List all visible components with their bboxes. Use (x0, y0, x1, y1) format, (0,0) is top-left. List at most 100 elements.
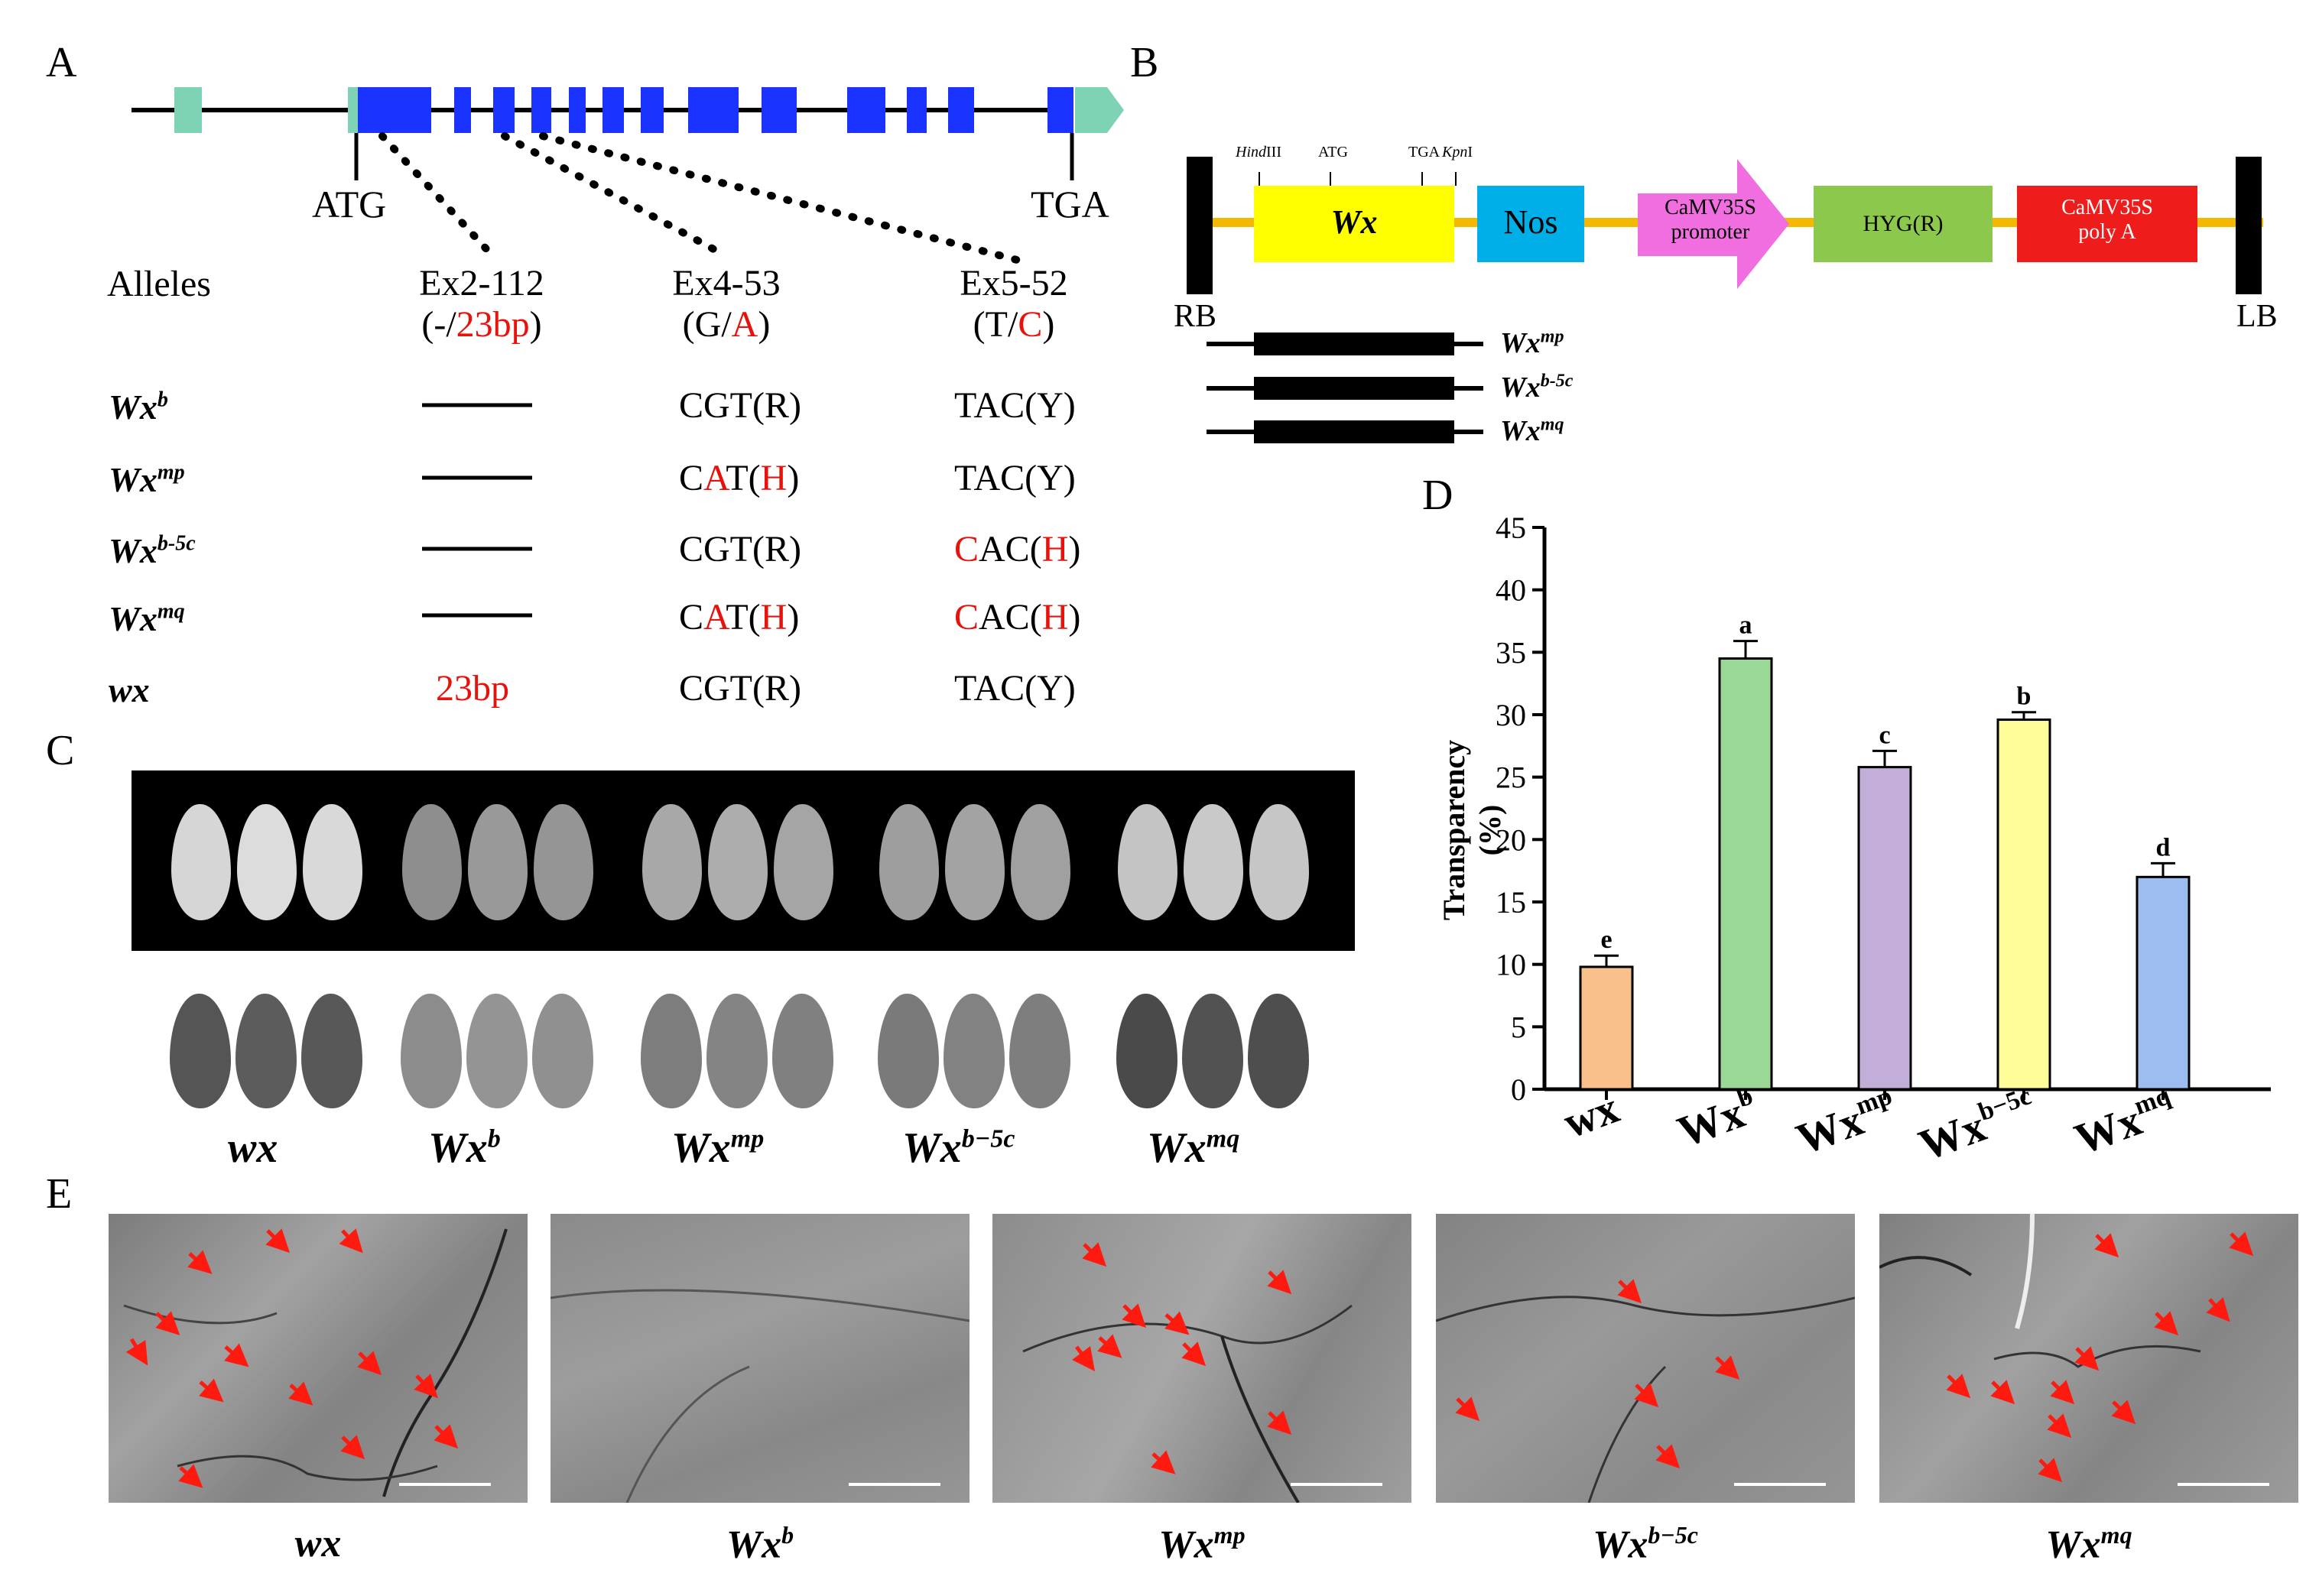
arrow-wxmq-5 (2074, 1346, 2100, 1371)
panel-e-label-wxb-sup: b (781, 1521, 794, 1549)
site-ex5-name: Ex5-52 (960, 263, 1068, 303)
panel-c-label-wxb-base: Wx (428, 1124, 488, 1172)
panel-c-label-wxb: Wxb (428, 1124, 501, 1173)
allele-wxmp-base: Wx (109, 460, 158, 499)
y-tick-label-30: 30 (1496, 698, 1526, 732)
panel-c-label-wx: wx (228, 1124, 278, 1173)
wxb-ex4: CGT(R) (679, 385, 801, 426)
promoter-line2: promoter (1671, 220, 1750, 244)
sem-image-wx (109, 1214, 528, 1503)
wxmp-ex5: TAC(Y) (954, 458, 1076, 498)
site-ex5-alt-value: C (1018, 304, 1043, 345)
panel-e-label-wxmq: Wxmq (1879, 1521, 2298, 1567)
panel-c-label-wxb-sup: b (487, 1124, 501, 1153)
arrow-wxb5c-2 (1715, 1355, 1740, 1380)
exon-12 (948, 87, 974, 133)
exon-11 (907, 87, 927, 133)
wxmp-ex4-b: A (703, 458, 726, 498)
bar-3 (1996, 719, 2051, 1091)
allele-wxmq: Wxmq (109, 598, 185, 639)
arrow-wx-5 (125, 1338, 148, 1366)
polya-box (2017, 186, 2197, 262)
allele-wx: wx (109, 670, 150, 710)
arrow-wxb5c-4 (1455, 1396, 1480, 1422)
panel-label-d: D (1422, 472, 1453, 519)
hyg-box (1814, 186, 1993, 262)
allele-wxmq-sup: mq (157, 599, 185, 624)
wxmq-ex5: CAC(H) (954, 596, 1080, 638)
panel-c-label-wxmq: Wxmq (1147, 1124, 1239, 1173)
polya-line1: CaMV35S (2061, 196, 2153, 219)
site-ex2-header: Ex2-112 (-/23bp) (398, 263, 566, 345)
arrow-wxmp-8 (1267, 1410, 1292, 1435)
allele-wxb-base: Wx (109, 388, 158, 427)
panel-e-label-wxmp-sup: mp (1213, 1521, 1246, 1549)
arrow-wx-13 (178, 1464, 203, 1488)
vector-construct-diagram (1187, 157, 2263, 443)
site-ex2-alt: (-/23bp) (398, 304, 566, 345)
arrow-wxmq-1 (2094, 1233, 2119, 1258)
y-tick-label-10: 10 (1496, 948, 1526, 982)
panel-e-label-wxb5c: Wxb−5c (1436, 1521, 1855, 1567)
site-hindiii-rest: III (1266, 144, 1281, 161)
panel-e-label-wx-base: wx (294, 1522, 342, 1565)
wxb5c-ex5: CAC(H) (954, 528, 1080, 570)
construct-mp-sup: mp (1540, 326, 1564, 347)
grain-lower-wxmp-1 (641, 994, 702, 1108)
y-tick-label-20: 20 (1496, 822, 1526, 857)
grain-wxmp-1 (642, 804, 702, 920)
grain-lower-wx-2 (235, 994, 297, 1108)
arrow-wxmp-1 (1082, 1242, 1107, 1267)
construct-b5c-box (1254, 377, 1454, 400)
arrow-wx-4 (155, 1311, 180, 1335)
utr-5-box (174, 87, 202, 133)
allele-wxb-sup: b (157, 388, 168, 412)
sem-wxb-texture (551, 1289, 969, 1503)
grain-lower-wx-1 (170, 994, 231, 1108)
arrow-wxmq-3 (2154, 1311, 2179, 1336)
wx-ex5: TAC(Y) (954, 668, 1076, 709)
panel-c-label-wxb5c: Wxb−5c (902, 1124, 1015, 1173)
significance-2: c (1879, 721, 1890, 749)
grain-lower-wxb-2 (466, 994, 528, 1108)
wxmq-ex5-d: ) (1068, 597, 1081, 637)
construct-mp-base: Wx (1500, 327, 1541, 359)
grain-lower-wxmq-2 (1182, 994, 1243, 1108)
sem-image-wxb5c (1436, 1214, 1855, 1503)
tga-label: TGA (1031, 183, 1109, 225)
wxb-ex5: TAC(Y) (954, 385, 1076, 426)
wxmp-ex4-e: ) (787, 458, 800, 498)
promoter-arrow (1638, 159, 1789, 289)
exon-4 (531, 87, 551, 133)
allele-wxmp: Wxmp (109, 459, 185, 500)
allele-wxb5c-base: Wx (109, 531, 158, 570)
site-ex4-alt-suffix: ) (758, 304, 771, 345)
grain-wxmq-2 (1184, 804, 1243, 920)
connector-ex2 (378, 132, 493, 256)
arrow-wxb5c-3 (1634, 1383, 1659, 1408)
site-ex5-alt: (T/C) (930, 304, 1098, 345)
wx-ex2: 23bp (436, 668, 509, 709)
site-ex2-name: Ex2-112 (419, 263, 544, 303)
panel-c-label-wxb5c-sup: b−5c (961, 1124, 1015, 1153)
allele-wxmp-sup: mp (157, 460, 185, 485)
promoter-label: CaMV35S promoter (1638, 196, 1783, 245)
panel-e-label-wxmp: Wxmp (992, 1521, 1411, 1567)
site-hindiii: HindIII (1236, 144, 1281, 161)
polya-label: CaMV35S poly A (2017, 196, 2197, 245)
grain-lower-wxmq-3 (1248, 994, 1309, 1108)
arrow-wx-9 (357, 1351, 382, 1376)
panel-e-label-wxb5c-sup: b−5c (1648, 1521, 1698, 1549)
site-kpni-italic: Kpn (1442, 144, 1468, 161)
site-ex5-header: Ex5-52 (T/C) (930, 263, 1098, 345)
arrow-wxmp-5 (1072, 1345, 1095, 1371)
grain-lower-wxmp-2 (706, 994, 768, 1108)
panel-c-label-wxmq-sup: mq (1206, 1124, 1240, 1153)
arrow-wx-12 (434, 1424, 459, 1449)
y-tick-label-5: 5 (1511, 1010, 1526, 1044)
panel-e-label-wx: wx (109, 1521, 528, 1566)
sem-wxb-scalebar (849, 1483, 940, 1486)
hyg-label: HYG(R) (1863, 211, 1944, 236)
y-tick-label-40: 40 (1496, 573, 1526, 608)
